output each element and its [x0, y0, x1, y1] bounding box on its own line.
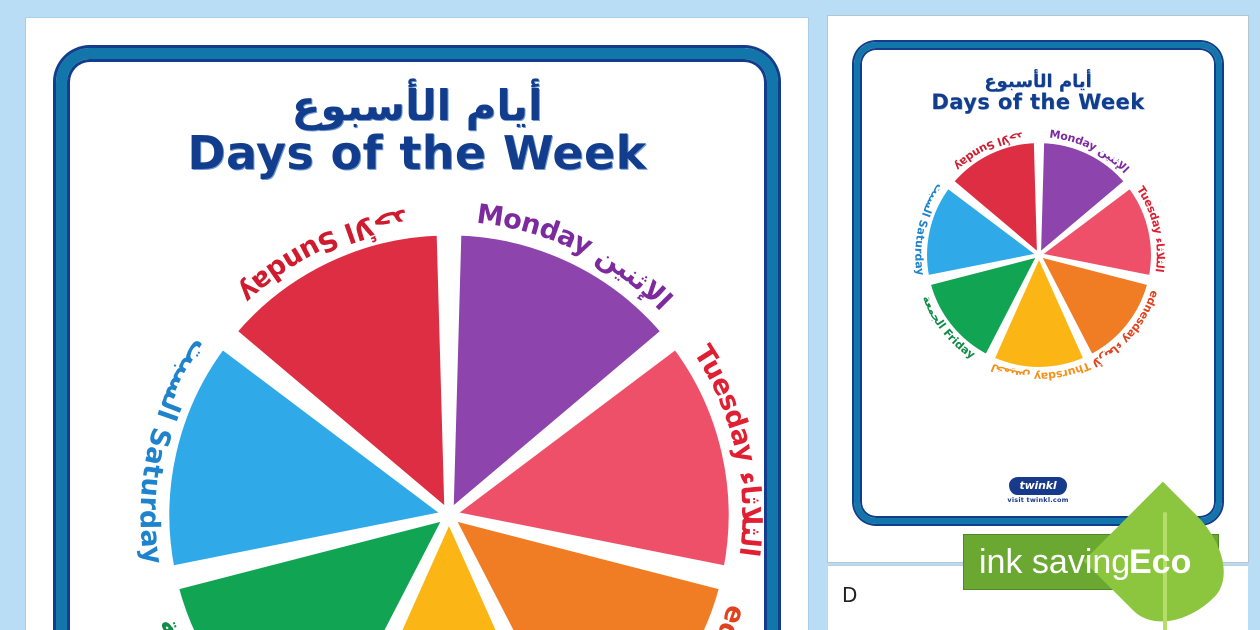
pie-slice-friday — [926, 253, 1041, 359]
days-of-week-wheel-thumbnail: Monday الإثنين Tuesday الثلاثاء Wednesday … — [902, 117, 1170, 386]
footer-caption: D — [842, 583, 858, 607]
pie-slice-sunday — [949, 139, 1041, 257]
thumbnail-preview-card[interactable]: أيام الأسبوع Days of the Week Monday الإ… — [828, 16, 1248, 562]
eco-badge-eco-text: Eco — [1129, 543, 1192, 581]
thumbnail-title-english: Days of the Week — [931, 90, 1145, 115]
pie-slice-tuesday — [444, 339, 738, 575]
twinkl-wordmark: twinkl — [1008, 477, 1068, 495]
pie-slice-wednesday — [444, 510, 729, 630]
pie-slice-wednesday — [1037, 253, 1152, 359]
page-title: أيام الأسبوع Days of the Week — [26, 81, 808, 180]
twinkl-url-text: visit twinkl.com — [1007, 496, 1069, 504]
thumbnail-frame — [854, 42, 1222, 524]
thumbnail-title-arabic: أيام الأسبوع — [984, 71, 1092, 92]
pie-slice-saturday — [923, 184, 1041, 280]
thumbnail-title: أيام الأسبوع Days of the Week — [840, 72, 1236, 114]
pie-slice-thursday — [392, 510, 506, 630]
thumbnail-page: أيام الأسبوع Days of the Week Monday الإ… — [840, 28, 1236, 538]
ink-saving-eco-badge[interactable]: ink saving Eco — [963, 481, 1247, 630]
pie-slice-thursday — [990, 253, 1088, 371]
poster-frame — [56, 48, 778, 630]
pie-slice-monday — [444, 226, 671, 520]
leaf-icon — [1083, 481, 1247, 630]
eco-badge-label: ink saving — [979, 543, 1131, 581]
poster-title-english: Days of the Week — [187, 125, 647, 180]
pie-slice-monday — [1037, 139, 1129, 257]
poster-title-arabic: أيام الأسبوع — [291, 81, 543, 130]
pie-slice-tuesday — [1037, 184, 1155, 280]
pie-slice-friday — [169, 510, 454, 630]
pie-slice-saturday — [160, 339, 454, 575]
pie-slice-sunday — [227, 226, 454, 520]
twinkl-logo: twinkl visit twinkl.com — [968, 474, 1108, 504]
main-poster: أيام الأسبوع Days of the Week Monday الإ… — [26, 18, 808, 630]
